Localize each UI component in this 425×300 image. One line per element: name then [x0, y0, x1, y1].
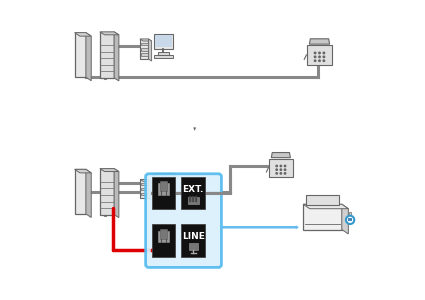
Circle shape	[196, 201, 197, 202]
Circle shape	[319, 52, 320, 54]
Circle shape	[346, 216, 354, 224]
Circle shape	[284, 165, 286, 167]
FancyBboxPatch shape	[100, 32, 114, 78]
Circle shape	[319, 56, 320, 58]
Polygon shape	[342, 204, 348, 234]
FancyBboxPatch shape	[140, 39, 148, 59]
FancyBboxPatch shape	[146, 174, 221, 267]
Circle shape	[323, 56, 325, 58]
Circle shape	[314, 56, 316, 58]
FancyBboxPatch shape	[141, 193, 147, 195]
Text: EXT.: EXT.	[182, 185, 204, 194]
FancyBboxPatch shape	[141, 48, 147, 51]
FancyBboxPatch shape	[152, 224, 176, 257]
Polygon shape	[100, 32, 119, 35]
Polygon shape	[140, 39, 152, 41]
FancyBboxPatch shape	[303, 204, 342, 230]
Circle shape	[190, 201, 191, 202]
Text: LINE: LINE	[182, 232, 204, 241]
FancyBboxPatch shape	[75, 33, 86, 77]
Polygon shape	[114, 169, 119, 218]
Circle shape	[276, 165, 278, 167]
Circle shape	[284, 169, 286, 170]
Circle shape	[323, 60, 325, 61]
Circle shape	[276, 169, 278, 170]
FancyBboxPatch shape	[153, 187, 174, 191]
Circle shape	[276, 173, 278, 174]
FancyBboxPatch shape	[141, 43, 147, 45]
FancyBboxPatch shape	[349, 212, 351, 215]
Circle shape	[314, 52, 316, 54]
Circle shape	[190, 196, 191, 197]
Circle shape	[284, 173, 286, 174]
Circle shape	[314, 60, 316, 61]
Polygon shape	[271, 152, 290, 158]
FancyBboxPatch shape	[141, 183, 147, 185]
FancyBboxPatch shape	[141, 53, 147, 56]
Polygon shape	[148, 39, 152, 61]
FancyBboxPatch shape	[349, 219, 351, 223]
Polygon shape	[114, 32, 119, 81]
Circle shape	[193, 196, 194, 197]
FancyBboxPatch shape	[269, 159, 293, 177]
FancyBboxPatch shape	[152, 177, 176, 209]
Circle shape	[193, 199, 194, 200]
FancyBboxPatch shape	[189, 244, 198, 250]
Circle shape	[190, 199, 191, 200]
Circle shape	[196, 196, 197, 197]
FancyBboxPatch shape	[158, 52, 169, 55]
Polygon shape	[148, 179, 151, 200]
FancyBboxPatch shape	[154, 56, 173, 58]
FancyBboxPatch shape	[181, 177, 205, 209]
FancyBboxPatch shape	[188, 197, 198, 204]
Polygon shape	[86, 33, 91, 81]
Polygon shape	[309, 39, 330, 44]
FancyBboxPatch shape	[153, 173, 174, 188]
Circle shape	[193, 201, 194, 202]
Circle shape	[319, 60, 320, 61]
FancyBboxPatch shape	[100, 169, 114, 214]
Polygon shape	[75, 33, 91, 36]
FancyBboxPatch shape	[160, 229, 167, 239]
FancyBboxPatch shape	[155, 35, 172, 47]
FancyBboxPatch shape	[140, 179, 148, 198]
Polygon shape	[75, 169, 91, 173]
FancyBboxPatch shape	[158, 183, 169, 195]
FancyBboxPatch shape	[348, 218, 352, 221]
Polygon shape	[86, 169, 91, 218]
Circle shape	[196, 199, 197, 200]
FancyBboxPatch shape	[160, 181, 167, 191]
FancyBboxPatch shape	[155, 175, 172, 186]
FancyBboxPatch shape	[307, 45, 332, 64]
Polygon shape	[100, 169, 119, 172]
Circle shape	[280, 169, 281, 170]
Circle shape	[323, 52, 325, 54]
FancyBboxPatch shape	[141, 188, 147, 190]
Circle shape	[280, 165, 281, 167]
Polygon shape	[303, 204, 348, 209]
FancyBboxPatch shape	[306, 195, 339, 205]
FancyBboxPatch shape	[181, 224, 205, 257]
Circle shape	[280, 173, 281, 174]
FancyBboxPatch shape	[158, 231, 169, 242]
FancyBboxPatch shape	[75, 169, 86, 214]
FancyBboxPatch shape	[154, 34, 173, 49]
Polygon shape	[140, 179, 151, 182]
